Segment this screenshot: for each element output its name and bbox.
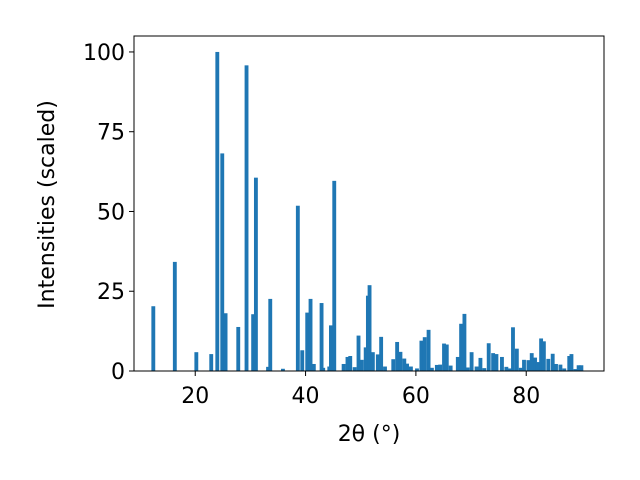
bar [504, 367, 508, 371]
bar [309, 299, 313, 371]
bar [296, 206, 300, 371]
bar [495, 354, 499, 371]
bar [551, 354, 555, 371]
bar [570, 354, 574, 371]
bar [353, 367, 357, 371]
bar [423, 337, 427, 371]
bar [449, 366, 453, 371]
x-tick-label: 20 [181, 384, 209, 409]
bar [479, 358, 483, 371]
bar [475, 367, 479, 371]
bar [332, 181, 336, 371]
bar [459, 324, 463, 371]
y-tick-label: 0 [111, 360, 125, 385]
bar [542, 341, 546, 371]
bar [405, 364, 409, 371]
bar [470, 352, 474, 371]
bar [427, 330, 431, 371]
bar [348, 356, 352, 371]
bar [300, 350, 304, 371]
bar [456, 357, 460, 371]
bar [357, 336, 361, 371]
bar [376, 354, 380, 371]
bar [558, 365, 562, 371]
bar [383, 367, 387, 371]
bar [371, 352, 375, 371]
bar [515, 349, 519, 371]
bar [224, 313, 228, 371]
bar [391, 359, 395, 371]
bar [445, 345, 449, 371]
bar [554, 364, 558, 371]
bar [579, 365, 583, 371]
x-tick-label: 40 [292, 384, 320, 409]
x-tick-label: 60 [402, 384, 430, 409]
bar [526, 360, 530, 371]
bar [511, 327, 515, 371]
bar [500, 357, 504, 371]
bar [487, 343, 491, 371]
bar [305, 313, 309, 371]
bar [466, 367, 470, 371]
bar [379, 337, 383, 371]
bar [245, 65, 249, 371]
bar [491, 353, 495, 371]
bar [435, 365, 439, 371]
bar [236, 327, 240, 371]
y-tick-label: 25 [97, 280, 125, 305]
bar [342, 364, 346, 371]
bar [268, 299, 272, 371]
bar [438, 365, 442, 371]
x-axis-label: 2θ (°) [338, 422, 401, 447]
bar [173, 262, 177, 371]
bar [546, 359, 550, 371]
bar [395, 342, 399, 371]
bar [536, 362, 540, 371]
bar [399, 352, 403, 371]
bar [329, 325, 333, 371]
bar [254, 178, 258, 371]
bar [151, 306, 155, 371]
y-tick-label: 75 [97, 121, 125, 146]
bar [360, 360, 364, 371]
x-tick-label: 80 [512, 384, 540, 409]
bar [463, 314, 467, 371]
y-tick-label: 100 [83, 41, 125, 66]
y-tick-label: 50 [97, 200, 125, 225]
bar [209, 354, 213, 371]
bar [419, 341, 423, 371]
bar [220, 153, 224, 371]
bar [312, 364, 316, 371]
y-axis-label: Intensities (scaled) [35, 100, 60, 309]
bar [215, 52, 219, 371]
bar [320, 303, 324, 371]
bar [368, 285, 372, 371]
bar [522, 360, 526, 371]
bar [194, 352, 198, 371]
bar [530, 353, 534, 371]
bar [409, 367, 413, 371]
